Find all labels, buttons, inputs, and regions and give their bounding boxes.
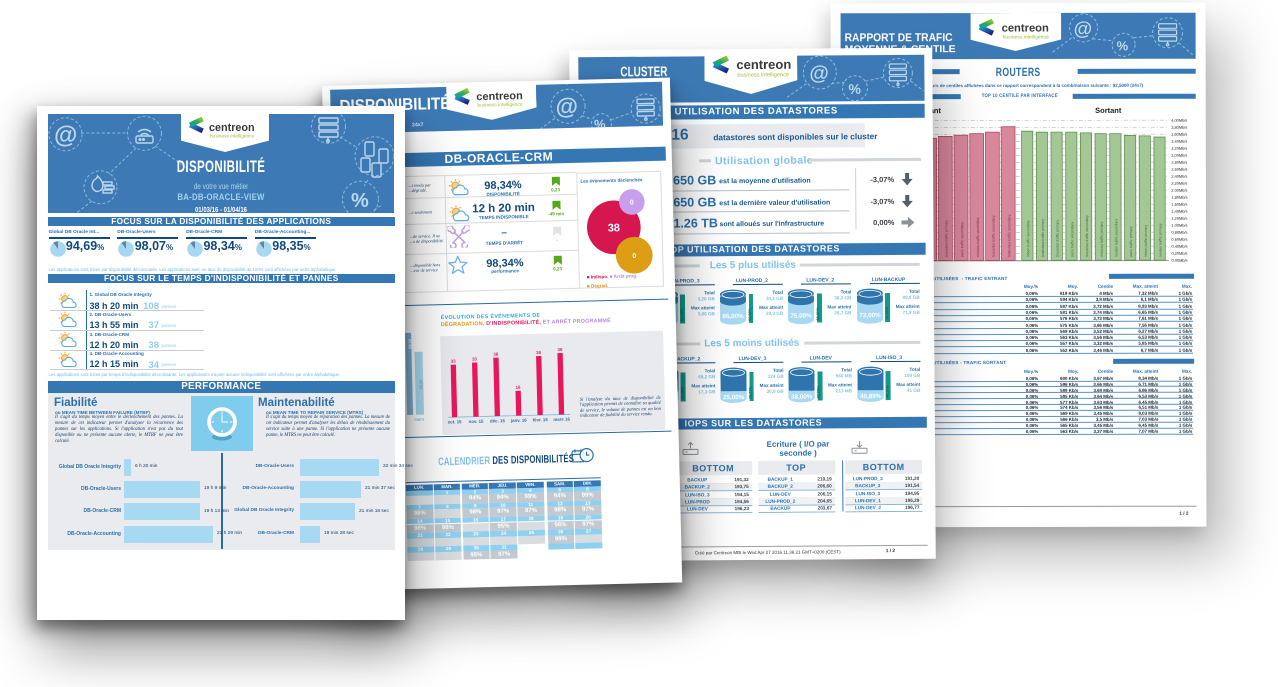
svg-text:lisbon traffic primary: lisbon traffic primary (1144, 224, 1148, 256)
svg-text:paris traffic secondary: paris traffic secondary (960, 222, 964, 257)
svg-text:3,20Mb/s: 3,20Mb/s (1171, 146, 1187, 151)
svg-text:75,00%: 75,00% (791, 313, 813, 320)
svg-text:24x7: 24x7 (412, 122, 424, 128)
svg-text:lisbon traffic secondary: lisbon traffic secondary (1026, 220, 1030, 257)
svg-text:business intelligence: business intelligence (210, 134, 255, 140)
svg-text:moscou traffic primary: moscou traffic primary (1100, 221, 1104, 256)
svg-text:86,00%: 86,00% (722, 313, 744, 320)
svg-text:@: @ (555, 93, 578, 120)
svg-text:business intelligence: business intelligence (477, 102, 523, 109)
svg-text:38: 38 (557, 346, 563, 351)
svg-text:72,00%: 72,00% (859, 312, 881, 319)
svg-text:bratislava traffic secondary: bratislava traffic secondary (1007, 214, 1011, 257)
svg-text:oct. 15: oct. 15 (448, 419, 463, 424)
svg-text:1,20Mb/s: 1,20Mb/s (1171, 216, 1187, 221)
svg-text:RAPPORT DE TRAFIC: RAPPORT DE TRAFIC (845, 32, 953, 44)
svg-text:33: 33 (451, 358, 457, 363)
svg-text:janv. 16: janv. 16 (510, 417, 527, 422)
svg-text:mars 16: mars 16 (553, 416, 570, 421)
svg-text:33: 33 (472, 356, 478, 361)
svg-text:févr. 16: févr. 16 (533, 417, 549, 422)
svg-text:25,00%: 25,00% (723, 394, 745, 401)
svg-text:2,60Mb/s: 2,60Mb/s (1171, 167, 1187, 172)
svg-text:centreon: centreon (476, 90, 523, 103)
svg-text:@: @ (54, 122, 77, 149)
svg-text:bruxelles traffic secondary: bruxelles traffic secondary (1085, 215, 1089, 257)
svg-text:36: 36 (536, 350, 542, 355)
svg-text:2,00Mb/s: 2,00Mb/s (1171, 188, 1187, 193)
svg-text:london traffic primary: london traffic primary (1159, 223, 1163, 257)
svg-text:paris traffic secondary: paris traffic secondary (1070, 222, 1074, 257)
svg-text:bruxelles traffic primary: bruxelles traffic primary (1056, 220, 1060, 257)
svg-text:paris traffic primary: paris traffic primary (1129, 226, 1133, 257)
svg-text:centreon: centreon (209, 122, 255, 134)
svg-text:16: 16 (516, 384, 522, 389)
svg-text:3,00Mb/s: 3,00Mb/s (1171, 153, 1187, 158)
svg-text:0: 0 (632, 252, 636, 259)
svg-text:2,80Mb/s: 2,80Mb/s (1171, 160, 1187, 165)
svg-text:0: 0 (630, 199, 634, 206)
svg-text:3,80Mb/s: 3,80Mb/s (1171, 125, 1187, 130)
svg-text:38,00%: 38,00% (791, 394, 813, 401)
svg-text:business intelligence: business intelligence (737, 72, 789, 78)
svg-text:3,40Mb/s: 3,40Mb/s (1171, 139, 1187, 144)
svg-text:CLUSTER: CLUSTER (620, 63, 667, 79)
svg-text:%: % (1117, 38, 1129, 53)
svg-text:1,80Mb/s: 1,80Mb/s (1171, 195, 1187, 200)
svg-text:36: 36 (493, 351, 499, 356)
svg-text:38: 38 (608, 222, 621, 234)
svg-text:bruxelles traffic secondary: bruxelles traffic secondary (992, 215, 996, 257)
svg-text:2,40Mb/s: 2,40Mb/s (1171, 174, 1187, 179)
svg-text:%: % (848, 81, 861, 97)
svg-text:london traffic secondary: london traffic secondary (1114, 219, 1118, 257)
svg-text:@: @ (1074, 19, 1093, 40)
svg-text:bruxelles traffic primary: bruxelles traffic primary (945, 220, 949, 257)
svg-text:2,20Mb/s: 2,20Mb/s (1171, 181, 1187, 186)
svg-text:1,00Mb/s: 1,00Mb/s (1171, 223, 1187, 228)
svg-text:1,40Mb/s: 1,40Mb/s (1171, 209, 1187, 214)
svg-text:0,80Mb/s: 0,80Mb/s (1171, 230, 1187, 235)
svg-text:bratislava traffic primary: bratislava traffic primary (1041, 219, 1045, 257)
svg-text:centreon: centreon (736, 57, 791, 72)
svg-text:déc. 15: déc. 15 (490, 418, 506, 423)
svg-text:%: % (594, 117, 606, 132)
svg-text:0,20Mb/s: 0,20Mb/s (1171, 251, 1187, 256)
svg-text:@: @ (809, 62, 829, 84)
svg-text:moscou traffic secondary: moscou traffic secondary (976, 217, 980, 257)
svg-text:0,60Mb/s: 0,60Mb/s (1171, 237, 1187, 242)
svg-text:nov. 15: nov. 15 (469, 418, 484, 423)
svg-text:4,00Mb/s: 4,00Mb/s (1171, 118, 1187, 123)
svg-text:3,60Mb/s: 3,60Mb/s (1171, 132, 1187, 137)
svg-text:0,40Mb/s: 0,40Mb/s (1171, 244, 1187, 249)
svg-text:centreon: centreon (1001, 22, 1048, 34)
svg-text:%: % (351, 190, 369, 212)
svg-text:business intelligence: business intelligence (1002, 34, 1048, 40)
svg-text:40,89%: 40,89% (860, 393, 882, 400)
svg-text:0,00Mb/s: 0,00Mb/s (1171, 258, 1187, 263)
svg-text:1,60Mb/s: 1,60Mb/s (1171, 202, 1187, 207)
